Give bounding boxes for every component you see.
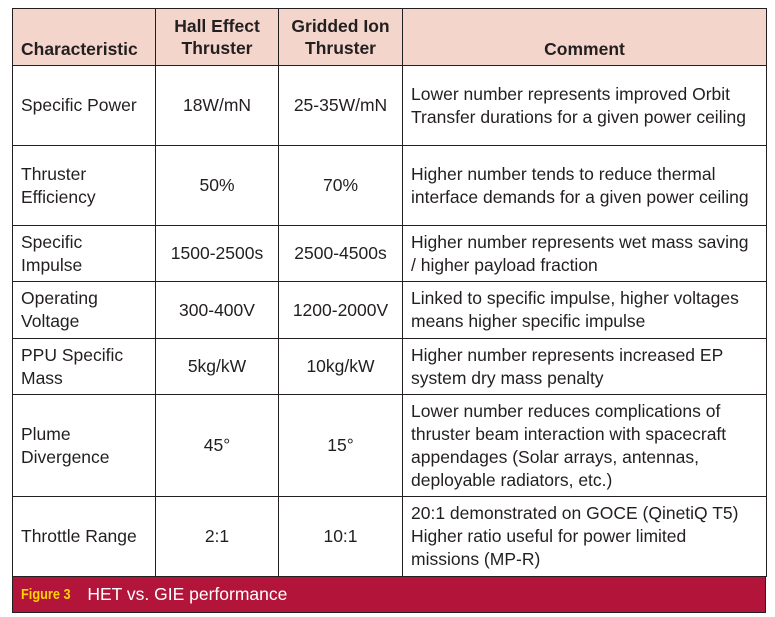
row-characteristic: Operating Voltage bbox=[12, 281, 156, 339]
row-comment: Higher number tends to reduce thermal in… bbox=[402, 145, 767, 226]
row-git-value: 25-35W/mN bbox=[278, 65, 403, 146]
header-gridded-ion-thruster: Gridded Ion Thruster bbox=[278, 8, 403, 66]
row-characteristic: Specific Impulse bbox=[12, 225, 156, 282]
performance-table: Characteristic Hall Effect Thruster Grid… bbox=[12, 8, 767, 577]
row-git-value: 1200-2000V bbox=[278, 281, 403, 339]
row-comment: Linked to specific impulse, higher volta… bbox=[402, 281, 767, 339]
row-het-value: 18W/mN bbox=[155, 65, 279, 146]
table-row: Thruster Efficiency 50% 70% Higher numbe… bbox=[12, 145, 767, 226]
row-git-value: 70% bbox=[278, 145, 403, 226]
row-comment: 20:1 demonstrated on GOCE (QinetiQ T5) H… bbox=[402, 496, 767, 577]
row-het-value: 50% bbox=[155, 145, 279, 226]
header-hall-effect-thruster: Hall Effect Thruster bbox=[155, 8, 279, 66]
row-het-value: 1500-2500s bbox=[155, 225, 279, 282]
row-comment: Lower number represents improved Orbit T… bbox=[402, 65, 767, 146]
row-git-value: 2500-4500s bbox=[278, 225, 403, 282]
table-row: Throttle Range 2:1 10:1 20:1 demonstrate… bbox=[12, 496, 767, 577]
table-row: Operating Voltage 300-400V 1200-2000V Li… bbox=[12, 281, 767, 339]
row-het-value: 300-400V bbox=[155, 281, 279, 339]
figure-3: Characteristic Hall Effect Thruster Grid… bbox=[12, 8, 767, 613]
header-comment: Comment bbox=[402, 8, 767, 66]
row-comment: Higher number represents increased EP sy… bbox=[402, 338, 767, 395]
row-comment: Higher number represents wet mass saving… bbox=[402, 225, 767, 282]
figure-label: Figure 3 bbox=[21, 586, 71, 603]
row-characteristic: PPU Specific Mass bbox=[12, 338, 156, 395]
row-git-value: 10:1 bbox=[278, 496, 403, 577]
figure-caption-text: HET vs. GIE performance bbox=[87, 584, 288, 604]
table-row: Specific Impulse 1500-2500s 2500-4500s H… bbox=[12, 225, 767, 282]
row-het-value: 2:1 bbox=[155, 496, 279, 577]
row-het-value: 45° bbox=[155, 394, 279, 497]
row-characteristic: Throttle Range bbox=[12, 496, 156, 577]
figure-caption: Figure 3 HET vs. GIE performance bbox=[12, 577, 766, 613]
row-characteristic: Specific Power bbox=[12, 65, 156, 146]
row-git-value: 10kg/kW bbox=[278, 338, 403, 395]
row-het-value: 5kg/kW bbox=[155, 338, 279, 395]
row-comment: Lower number reduces complications of th… bbox=[402, 394, 767, 497]
header-row: Characteristic Hall Effect Thruster Grid… bbox=[12, 8, 767, 66]
row-characteristic: Plume Divergence bbox=[12, 394, 156, 497]
table-row: Specific Power 18W/mN 25-35W/mN Lower nu… bbox=[12, 65, 767, 146]
table-row: PPU Specific Mass 5kg/kW 10kg/kW Higher … bbox=[12, 338, 767, 395]
row-characteristic: Thruster Efficiency bbox=[12, 145, 156, 226]
row-git-value: 15° bbox=[278, 394, 403, 497]
header-characteristic: Characteristic bbox=[12, 8, 156, 66]
table-row: Plume Divergence 45° 15° Lower number re… bbox=[12, 394, 767, 497]
